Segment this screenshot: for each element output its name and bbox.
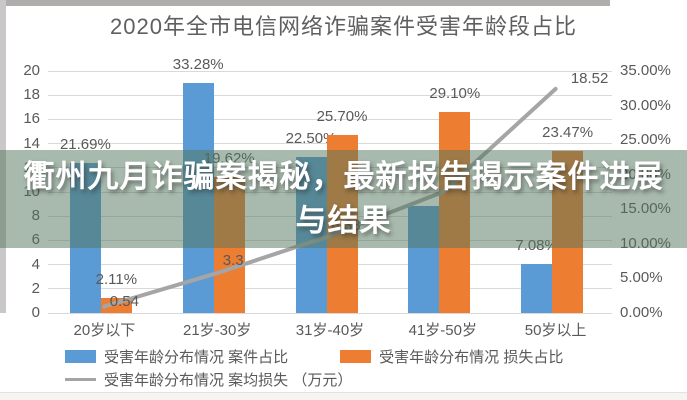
bar-data-label: 33.28% [172,55,224,73]
y-axis-left-tick-label: 2 [31,279,40,297]
gridline [48,312,612,314]
bar-data-label: 2.11% [95,271,138,289]
line-data-label: 0.54 [109,293,139,311]
bar-data-label: 23.47% [542,123,594,141]
legend-bar-swatch [340,350,372,363]
legend-item: 受害年龄分布情况 案件占比 [65,346,288,367]
y-axis-right-tick-label: 5.00% [620,269,663,287]
x-axis-category-label: 21岁-30岁 [183,322,252,339]
bar-data-label: 25.70% [316,108,368,126]
line-data-label: 18.52 [570,69,609,87]
overlay-line2: 与结果 [295,203,392,238]
legend: 受害年龄分布情况 案件占比 受害年龄分布情况 损失占比 受害年龄分布情况 案均损失… [65,347,625,393]
bottom-divider [0,392,687,393]
y-axis-left-tick-label: 14 [23,134,40,152]
top-edge-strip [0,0,610,6]
x-axis-category-label: 31岁-40岁 [295,322,365,339]
legend-item-label: 受害年龄分布情况 损失占比 [379,349,564,366]
x-axis-category-label: 41岁-50岁 [408,322,477,339]
y-axis-right-tick-label: 0.00% [620,304,663,321]
y-axis-right-tick-label: 25.00% [620,131,671,149]
legend-item-label: 受害年龄分布情况 案件占比 [104,349,289,366]
bar-case-share [521,264,553,313]
overlay-line1: 衢州九月诈骗案揭秘，最新报告揭示案件进展 [23,159,664,194]
y-axis-left-tick-label: 16 [23,110,40,128]
legend-row-2: 受害年龄分布情况 案均损失 （万元） [65,370,625,389]
chart-title: 2020年全市电信网络诈骗案件受害年龄段占比 [110,14,577,39]
y-axis-left-tick-label: 0 [31,304,40,321]
legend-item: 受害年龄分布情况 案均损失 （万元） [65,369,352,390]
legend-row-1: 受害年龄分布情况 案件占比 受害年龄分布情况 损失占比 [65,347,625,366]
x-axis-category-label: 50岁以上 [524,322,587,339]
y-axis-right-tick-label: 35.00% [620,62,671,79]
gridline [48,70,612,72]
bottom-strip [0,393,687,400]
legend-line-swatch [65,378,96,381]
overlay-banner: 衢州九月诈骗案揭秘，最新报告揭示案件进展 与结果 [0,150,687,248]
y-axis-left-tick-label: 4 [31,255,40,273]
bar-data-label: 21.69% [59,136,111,154]
legend-item: 受害年龄分布情况 损失占比 [340,346,563,367]
bar-data-label: 29.10% [429,84,481,102]
legend-bar-swatch [65,350,96,363]
y-axis-left-tick-label: 18 [23,86,40,104]
legend-item-label: 受害年龄分布情况 案均损失 （万元） [104,372,353,389]
gridline [48,94,612,96]
line-data-label: 3.3 [222,252,244,270]
x-axis-category-label: 20岁以下 [73,322,136,339]
y-axis-left-tick-label: 20 [23,62,40,79]
y-axis-right-tick-label: 30.00% [620,96,671,114]
